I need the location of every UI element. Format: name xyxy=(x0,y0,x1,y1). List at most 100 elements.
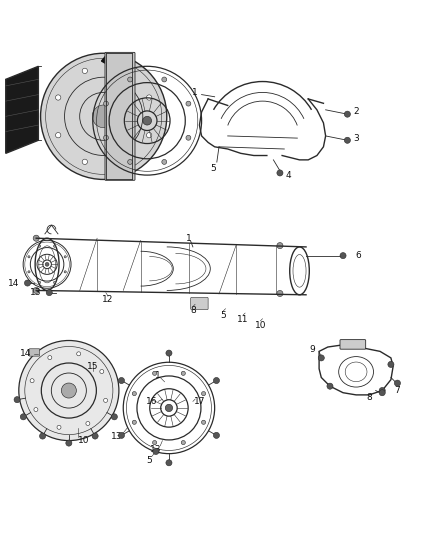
Circle shape xyxy=(132,392,136,395)
Circle shape xyxy=(277,170,283,176)
Text: 11: 11 xyxy=(237,315,249,324)
Circle shape xyxy=(213,432,219,439)
Circle shape xyxy=(118,432,124,439)
Circle shape xyxy=(48,356,52,360)
Text: 1: 1 xyxy=(192,88,198,97)
Circle shape xyxy=(39,281,41,284)
Circle shape xyxy=(127,159,133,164)
Circle shape xyxy=(201,392,205,395)
Circle shape xyxy=(166,350,172,356)
Circle shape xyxy=(56,133,61,138)
Circle shape xyxy=(166,460,172,466)
Circle shape xyxy=(379,387,385,393)
Text: 10: 10 xyxy=(78,436,90,445)
Text: 7: 7 xyxy=(395,386,400,395)
Circle shape xyxy=(181,440,185,445)
Text: 2: 2 xyxy=(353,108,359,117)
Text: 5: 5 xyxy=(211,164,216,173)
Circle shape xyxy=(152,372,157,375)
Circle shape xyxy=(186,135,191,140)
Text: 15: 15 xyxy=(87,362,99,371)
Text: 9: 9 xyxy=(310,345,315,354)
Text: 13: 13 xyxy=(111,432,123,441)
Circle shape xyxy=(61,383,76,398)
Circle shape xyxy=(20,414,26,420)
FancyBboxPatch shape xyxy=(29,349,40,356)
Text: 13: 13 xyxy=(150,445,162,454)
Circle shape xyxy=(318,355,324,361)
Circle shape xyxy=(57,425,61,429)
Circle shape xyxy=(146,95,152,100)
Circle shape xyxy=(277,290,283,296)
Circle shape xyxy=(165,405,173,411)
Text: 13: 13 xyxy=(30,288,41,297)
Circle shape xyxy=(127,77,133,82)
Circle shape xyxy=(33,235,39,241)
Text: 14: 14 xyxy=(8,279,19,287)
Circle shape xyxy=(66,440,72,446)
Circle shape xyxy=(379,390,385,396)
Circle shape xyxy=(277,243,283,249)
Text: 8: 8 xyxy=(190,306,196,316)
Circle shape xyxy=(213,377,219,384)
Text: 17: 17 xyxy=(194,397,205,406)
Polygon shape xyxy=(102,53,119,67)
Circle shape xyxy=(103,101,109,106)
Circle shape xyxy=(118,377,124,384)
Text: 12: 12 xyxy=(102,295,114,304)
Circle shape xyxy=(103,135,109,140)
Text: 10: 10 xyxy=(254,321,266,330)
Circle shape xyxy=(77,352,81,356)
Circle shape xyxy=(146,133,152,138)
Polygon shape xyxy=(6,66,39,154)
Circle shape xyxy=(34,408,38,411)
Circle shape xyxy=(162,77,167,82)
Circle shape xyxy=(181,372,185,375)
Circle shape xyxy=(186,101,191,106)
Circle shape xyxy=(64,271,66,273)
Circle shape xyxy=(201,420,205,424)
Text: 5: 5 xyxy=(220,311,226,320)
Circle shape xyxy=(39,433,46,439)
Circle shape xyxy=(14,397,20,403)
Circle shape xyxy=(92,433,98,439)
Circle shape xyxy=(39,245,41,247)
Circle shape xyxy=(340,253,346,259)
Text: 14: 14 xyxy=(20,349,31,358)
FancyBboxPatch shape xyxy=(191,297,208,310)
Circle shape xyxy=(344,137,350,143)
Circle shape xyxy=(394,380,400,386)
Text: 5: 5 xyxy=(146,456,152,465)
Circle shape xyxy=(132,420,136,424)
Circle shape xyxy=(153,448,159,455)
Text: 6: 6 xyxy=(355,251,361,260)
Circle shape xyxy=(33,287,39,294)
Circle shape xyxy=(92,105,115,128)
Circle shape xyxy=(82,68,88,74)
Circle shape xyxy=(19,341,119,441)
Circle shape xyxy=(100,369,104,374)
Circle shape xyxy=(152,440,157,445)
Text: 1: 1 xyxy=(186,233,191,243)
Circle shape xyxy=(30,378,34,383)
Circle shape xyxy=(143,116,152,125)
Circle shape xyxy=(111,414,117,420)
Circle shape xyxy=(82,159,88,165)
Circle shape xyxy=(45,262,49,266)
Text: 8: 8 xyxy=(366,393,372,402)
Circle shape xyxy=(120,159,125,165)
Circle shape xyxy=(28,256,30,258)
Circle shape xyxy=(64,256,66,258)
FancyBboxPatch shape xyxy=(105,52,135,180)
Text: 3: 3 xyxy=(353,134,359,143)
Text: 16: 16 xyxy=(146,397,157,406)
Circle shape xyxy=(388,361,394,367)
Circle shape xyxy=(53,245,56,247)
Circle shape xyxy=(46,289,52,296)
Circle shape xyxy=(327,383,333,389)
Circle shape xyxy=(28,271,30,273)
Circle shape xyxy=(162,159,167,164)
Text: 4: 4 xyxy=(286,171,291,180)
Circle shape xyxy=(41,53,167,180)
Circle shape xyxy=(120,68,125,74)
